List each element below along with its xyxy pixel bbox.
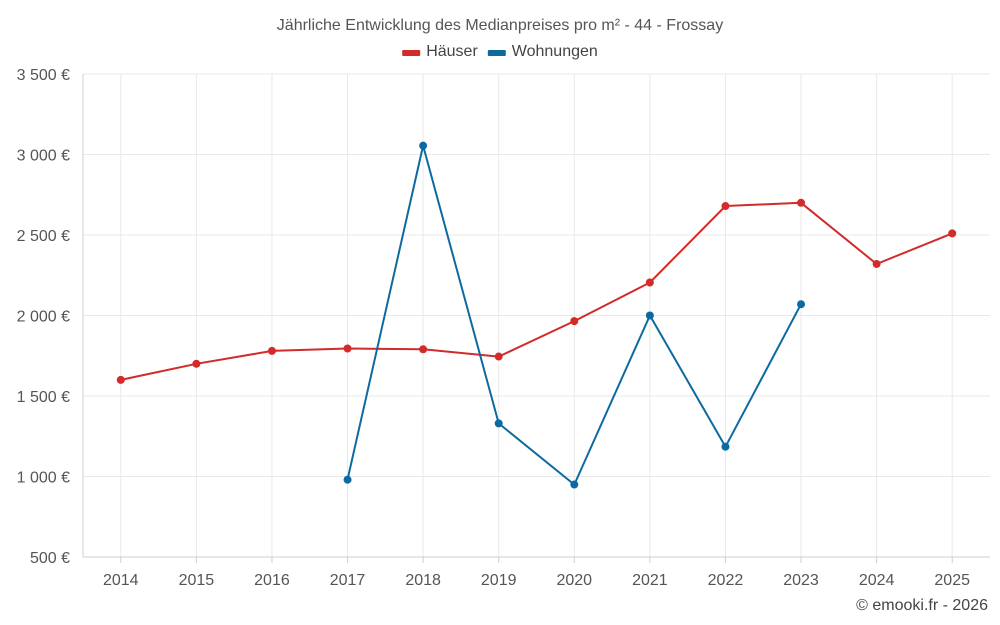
x-tick-label: 2021: [632, 572, 668, 589]
chart-title: Jährliche Entwicklung des Medianpreises …: [277, 17, 723, 34]
x-tick-label: 2015: [179, 572, 215, 589]
x-tick-label: 2023: [783, 572, 819, 589]
y-tick-label: 3 500 €: [17, 67, 70, 84]
legend-swatch-h-user: [402, 50, 421, 56]
x-tick-label: 2025: [934, 572, 970, 589]
data-point-wohnungen-2018[interactable]: [419, 141, 428, 150]
data-point-wohnungen-2017[interactable]: [343, 475, 352, 484]
y-tick-label: 1 500 €: [17, 389, 70, 406]
x-tick-label: 2019: [481, 572, 517, 589]
legend: Häuser Wohnungen: [402, 43, 598, 60]
legend-label-h-user: Häuser: [426, 43, 478, 60]
data-point-wohnungen-2023[interactable]: [797, 300, 806, 309]
credit-text: © emooki.fr - 2026: [856, 597, 988, 614]
y-tick-label: 500 €: [30, 550, 70, 567]
legend-swatch-wohnungen: [487, 50, 506, 56]
series-layer: [116, 141, 957, 489]
legend-item-h-user[interactable]: Häuser: [402, 43, 478, 60]
data-point-h-user-2025[interactable]: [948, 229, 957, 238]
y-tick-label: 1 000 €: [17, 470, 70, 487]
data-point-h-user-2020[interactable]: [570, 317, 579, 326]
y-tick-label: 3 000 €: [17, 148, 70, 165]
data-point-h-user-2019[interactable]: [494, 352, 503, 361]
data-point-h-user-2017[interactable]: [343, 344, 352, 353]
y-tick-label: 2 500 €: [17, 228, 70, 245]
y-tick-label: 2 000 €: [17, 309, 70, 326]
x-tick-label: 2016: [254, 572, 290, 589]
x-tick-label: 2024: [859, 572, 895, 589]
x-tick-label: 2022: [708, 572, 744, 589]
data-point-h-user-2022[interactable]: [721, 202, 730, 211]
series-wohnungen: [343, 141, 806, 489]
y-axis: 500 € 1 000 € 1 500 € 2 000 € 2 500 € 3 000 €…: [17, 67, 84, 567]
data-point-h-user-2018[interactable]: [419, 345, 428, 354]
data-point-wohnungen-2019[interactable]: [494, 419, 503, 428]
series-h-user: [116, 198, 957, 384]
x-tick-label: 2020: [556, 572, 592, 589]
data-point-h-user-2014[interactable]: [116, 375, 125, 384]
data-point-h-user-2023[interactable]: [797, 198, 806, 207]
x-tick-label: 2017: [330, 572, 366, 589]
x-tick-label: 2018: [405, 572, 441, 589]
data-point-h-user-2024[interactable]: [872, 259, 881, 268]
data-point-wohnungen-2021[interactable]: [645, 311, 654, 320]
x-tick-label: 2014: [103, 572, 139, 589]
x-axis: 2014 2015 2016 2017 2018 2019 2020 2021 2022 2023…: [83, 556, 990, 589]
data-point-wohnungen-2022[interactable]: [721, 442, 730, 451]
grid: [83, 73, 990, 557]
series-line-h-user: [120, 201, 953, 381]
data-point-wohnungen-2020[interactable]: [570, 480, 579, 489]
data-point-h-user-2021[interactable]: [645, 278, 654, 287]
data-point-h-user-2015[interactable]: [192, 359, 201, 368]
legend-label-wohnungen: Wohnungen: [512, 43, 598, 60]
data-point-h-user-2016[interactable]: [267, 346, 276, 355]
legend-item-wohnungen[interactable]: Wohnungen: [487, 43, 598, 60]
